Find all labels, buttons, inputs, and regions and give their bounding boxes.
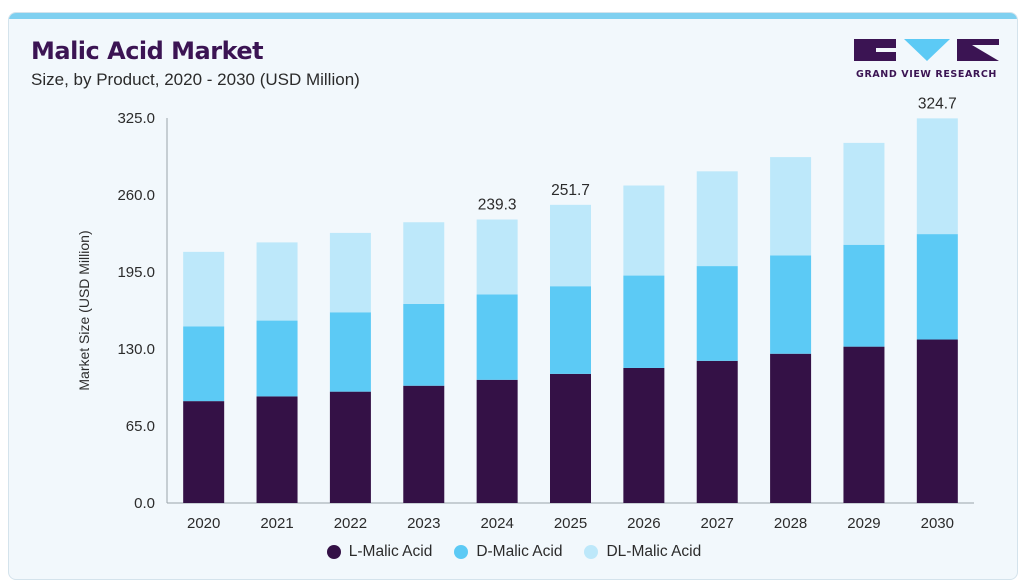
y-tick-label: 0.0 xyxy=(134,495,155,512)
grand-view-research-logo xyxy=(854,39,999,61)
bar-l-malic-acid-2023 xyxy=(403,385,445,503)
bar-d-malic-acid-2020 xyxy=(183,326,225,402)
x-tick-label: 2020 xyxy=(187,515,220,532)
bar-dl-malic-acid-2022 xyxy=(329,232,371,313)
y-tick-label: 260.0 xyxy=(117,187,155,204)
bar-d-malic-acid-2026 xyxy=(623,275,665,368)
bar-dl-malic-acid-2025 xyxy=(550,204,591,287)
legend-swatch xyxy=(454,545,469,559)
bar-dl-malic-acid-2030 xyxy=(916,118,958,235)
x-tick-label: 2029 xyxy=(847,515,880,532)
x-tick-label: 2021 xyxy=(260,515,293,532)
chart-subtitle: Size, by Product, 2020 - 2030 (USD Milli… xyxy=(31,70,360,89)
y-axis-label: Market Size (USD Million) xyxy=(76,230,92,390)
bar-d-malic-acid-2029 xyxy=(843,244,885,347)
chart-card: Malic Acid Market Size, by Product, 2020… xyxy=(8,12,1018,580)
legend: L-Malic Acid D-Malic Acid DL-Malic Acid xyxy=(9,543,1017,561)
x-tick-label: 2022 xyxy=(334,515,367,532)
accent-bar xyxy=(9,13,1017,19)
x-tick-label: 2028 xyxy=(774,515,807,532)
bar-l-malic-acid-2028 xyxy=(770,353,812,503)
bar-dl-malic-acid-2020 xyxy=(183,251,225,327)
legend-label: DL-Malic Acid xyxy=(606,543,702,560)
x-tick-label: 2030 xyxy=(921,515,954,532)
total-data-label: 251.7 xyxy=(551,182,590,199)
bar-dl-malic-acid-2028 xyxy=(770,157,812,256)
bar-dl-malic-acid-2024 xyxy=(476,219,518,295)
legend-label: L-Malic Acid xyxy=(348,543,433,560)
legend-item: D-Malic Acid xyxy=(454,543,562,561)
bar-l-malic-acid-2029 xyxy=(843,346,885,503)
bar-dl-malic-acid-2029 xyxy=(843,142,885,245)
bar-d-malic-acid-2022 xyxy=(329,312,371,392)
legend-item: DL-Malic Acid xyxy=(584,543,701,561)
legend-swatch xyxy=(584,545,599,559)
x-tick-label: 2026 xyxy=(627,515,660,532)
bar-d-malic-acid-2021 xyxy=(256,320,298,397)
x-tick-label: 2027 xyxy=(701,515,734,532)
chart-title: Malic Acid Market xyxy=(31,37,264,65)
y-tick-label: 130.0 xyxy=(117,341,155,358)
legend-label: D-Malic Acid xyxy=(476,543,563,560)
bar-l-malic-acid-2026 xyxy=(623,367,665,503)
brand-name: GRAND VIEW RESEARCH xyxy=(856,69,997,80)
y-tick-label: 195.0 xyxy=(117,264,155,281)
total-data-label: 324.7 xyxy=(918,95,957,112)
x-tick-label: 2024 xyxy=(480,515,513,532)
bar-dl-malic-acid-2026 xyxy=(623,185,665,276)
bar-l-malic-acid-2020 xyxy=(183,401,225,503)
bar-l-malic-acid-2027 xyxy=(696,360,738,503)
total-data-label: 239.3 xyxy=(478,197,517,214)
x-tick-label: 2025 xyxy=(554,515,587,532)
legend-item: L-Malic Acid xyxy=(326,543,433,561)
bar-dl-malic-acid-2023 xyxy=(403,222,445,304)
bar-d-malic-acid-2028 xyxy=(770,255,812,354)
bar-dl-malic-acid-2027 xyxy=(696,171,738,267)
bar-l-malic-acid-2022 xyxy=(329,391,371,503)
bar-d-malic-acid-2024 xyxy=(476,294,518,380)
bar-dl-malic-acid-2021 xyxy=(256,242,298,321)
bar-l-malic-acid-2030 xyxy=(916,339,958,503)
bar-d-malic-acid-2030 xyxy=(916,234,958,340)
bar-d-malic-acid-2023 xyxy=(403,303,445,386)
y-tick-label: 325.0 xyxy=(117,110,155,127)
bar-d-malic-acid-2027 xyxy=(696,266,738,361)
bar-d-malic-acid-2025 xyxy=(550,286,591,374)
x-tick-label: 2023 xyxy=(407,515,440,532)
legend-swatch xyxy=(326,545,341,559)
bar-l-malic-acid-2024 xyxy=(476,379,518,503)
bar-l-malic-acid-2025 xyxy=(550,373,591,503)
bar-l-malic-acid-2021 xyxy=(256,396,298,503)
stacked-bar-chart: 0.0 65.0 130.0 195.0 260.0 325.0 Market Size (… xyxy=(76,95,974,532)
y-tick-label: 65.0 xyxy=(126,418,155,435)
